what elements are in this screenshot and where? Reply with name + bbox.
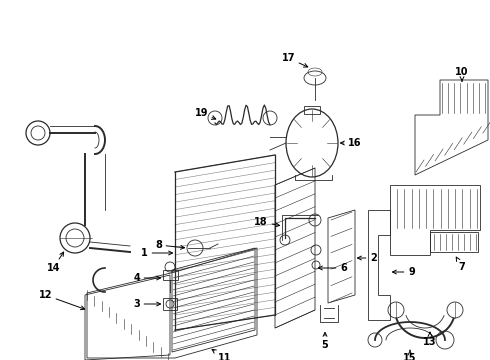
- Text: 17: 17: [281, 53, 308, 67]
- Text: 4: 4: [133, 273, 161, 283]
- Text: 14: 14: [47, 252, 64, 273]
- Text: 13: 13: [423, 332, 437, 347]
- Text: 18: 18: [254, 217, 280, 227]
- Text: 8: 8: [155, 240, 185, 250]
- Text: 10: 10: [455, 67, 469, 81]
- Text: 16: 16: [341, 138, 362, 148]
- Text: 9: 9: [392, 267, 415, 277]
- Text: 5: 5: [321, 333, 328, 350]
- Text: 3: 3: [133, 299, 161, 309]
- Bar: [163, 270, 178, 280]
- Text: 19: 19: [195, 108, 216, 120]
- Bar: [163, 298, 177, 310]
- Bar: [430, 232, 478, 252]
- Text: 6: 6: [318, 263, 347, 273]
- Text: 2: 2: [358, 253, 377, 263]
- Text: 11: 11: [212, 350, 231, 360]
- Text: 1: 1: [141, 248, 172, 258]
- Bar: [304, 106, 320, 114]
- Text: 15: 15: [403, 350, 417, 360]
- Text: 7: 7: [456, 257, 465, 272]
- Text: 12: 12: [39, 290, 85, 310]
